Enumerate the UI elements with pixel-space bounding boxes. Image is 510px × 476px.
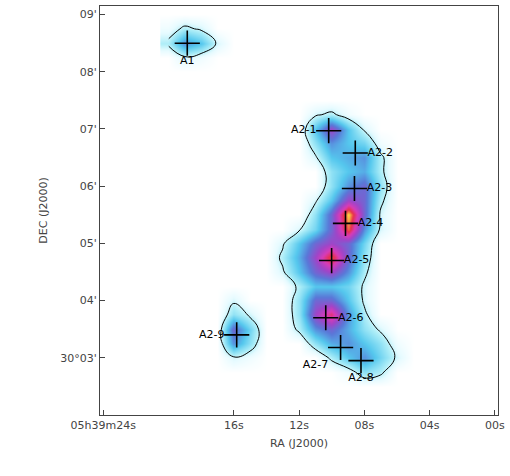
svg-text:A2-3: A2-3 [367, 181, 393, 194]
svg-text:07': 07' [80, 123, 97, 136]
svg-text:A2-8: A2-8 [348, 371, 374, 384]
svg-text:12s: 12s [289, 419, 309, 432]
svg-text:A2-6: A2-6 [338, 311, 364, 324]
svg-text:05': 05' [80, 237, 97, 250]
svg-text:A2-1: A2-1 [291, 123, 317, 136]
svg-text:30°03': 30°03' [60, 352, 97, 365]
svg-text:A2-4: A2-4 [358, 216, 384, 229]
svg-text:09': 09' [80, 8, 97, 21]
svg-text:08s: 08s [354, 419, 374, 432]
svg-text:RA (J2000): RA (J2000) [270, 437, 328, 450]
svg-text:A2-5: A2-5 [344, 253, 370, 266]
svg-text:A1: A1 [180, 54, 195, 67]
svg-text:DEC (J2000): DEC (J2000) [37, 177, 50, 243]
svg-text:06': 06' [80, 180, 97, 193]
svg-text:08': 08' [80, 66, 97, 79]
svg-text:04': 04' [80, 294, 97, 307]
svg-text:A2-2: A2-2 [368, 146, 394, 159]
svg-text:05h39m24s: 05h39m24s [71, 419, 137, 432]
svg-text:04s: 04s [420, 419, 440, 432]
svg-text:A2-9: A2-9 [199, 328, 225, 341]
svg-text:A2-7: A2-7 [303, 358, 329, 371]
svg-text:16s: 16s [224, 419, 244, 432]
svg-text:00s: 00s [485, 419, 505, 432]
